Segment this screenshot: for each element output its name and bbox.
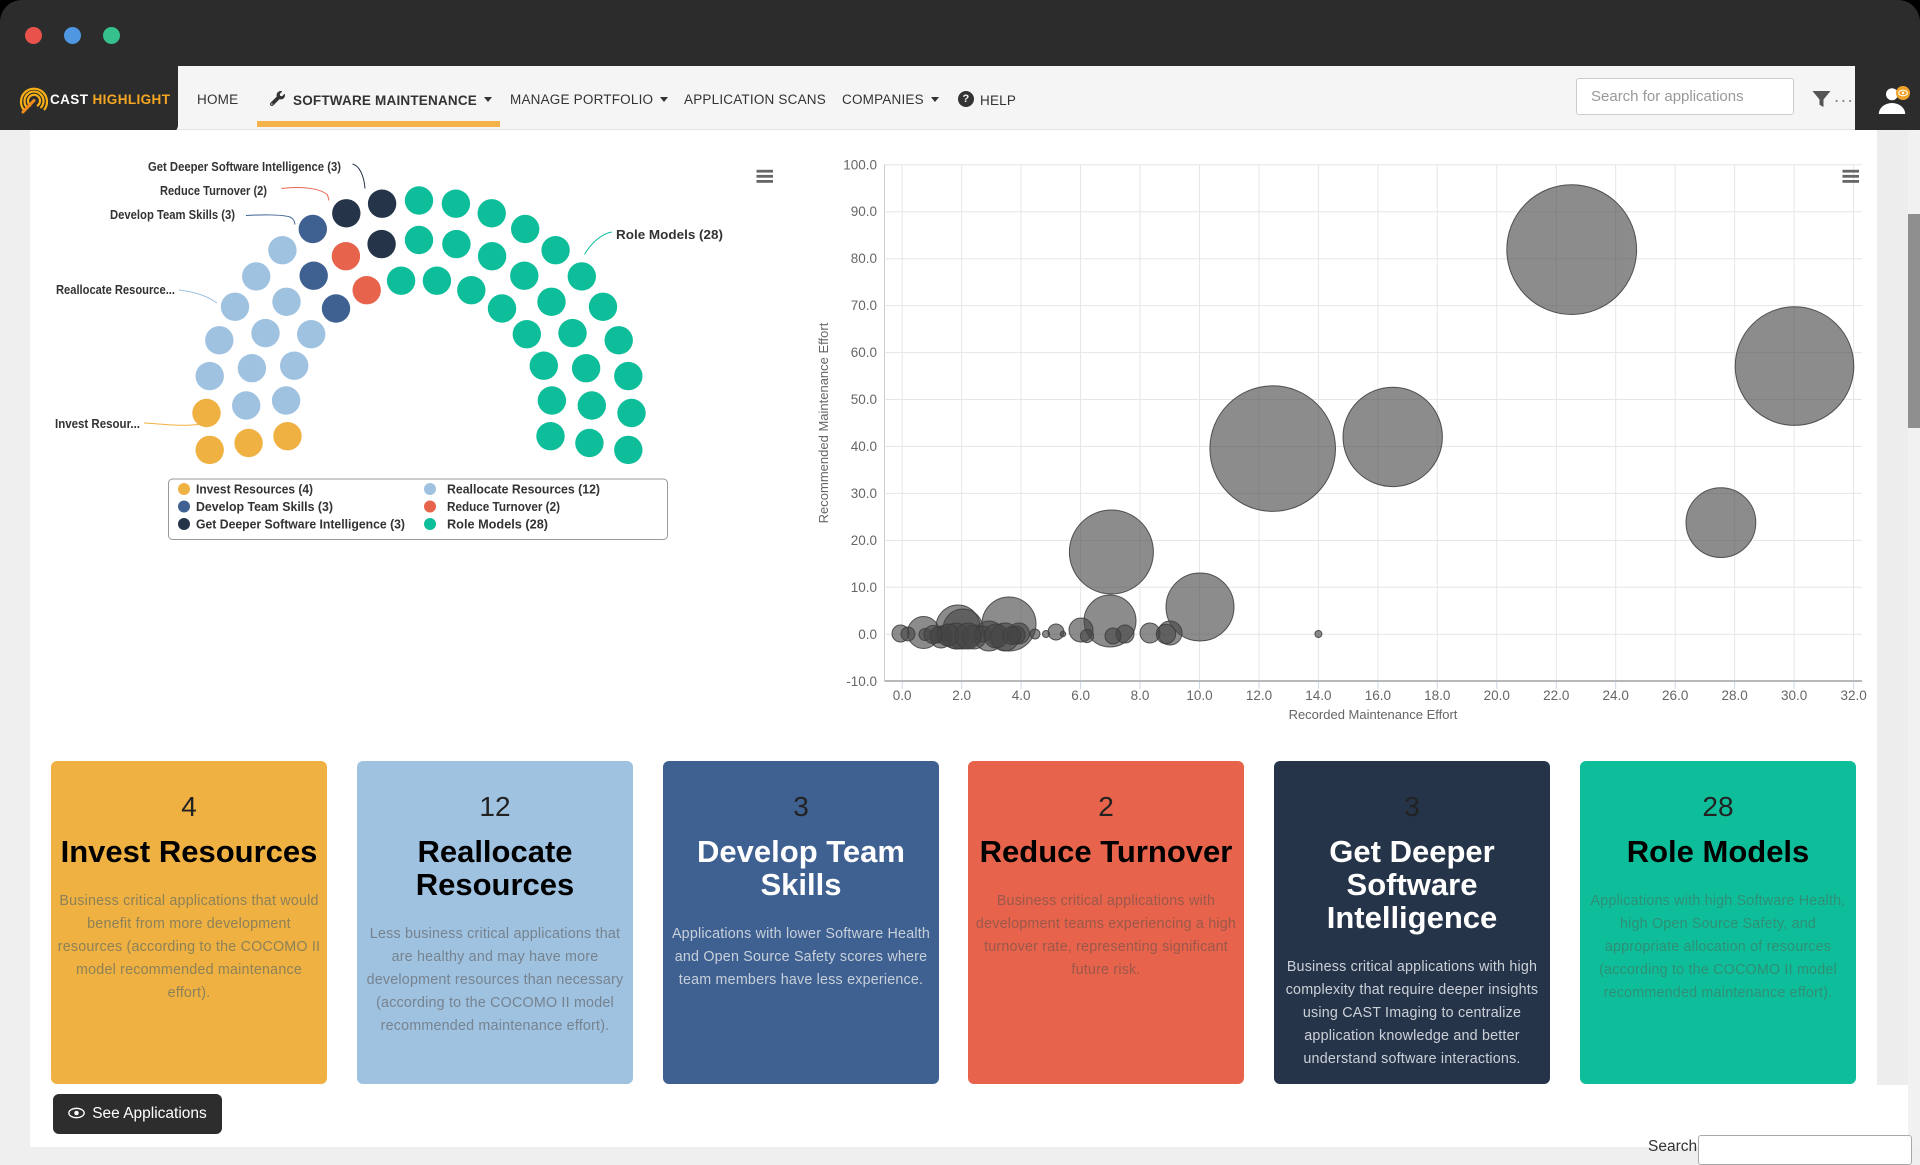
svg-text:12.0: 12.0 [1246, 688, 1272, 703]
svg-text:Reduce Turnover (2): Reduce Turnover (2) [160, 183, 267, 198]
svg-text:30.0: 30.0 [851, 486, 877, 501]
svg-text:60.0: 60.0 [851, 345, 877, 360]
svg-text:Develop Team Skills (3): Develop Team Skills (3) [196, 499, 333, 514]
svg-text:10.0: 10.0 [1186, 688, 1212, 703]
svg-text:8.0: 8.0 [1131, 688, 1150, 703]
svg-text:30.0: 30.0 [1781, 688, 1807, 703]
svg-text:Role Models (28): Role Models (28) [447, 517, 548, 532]
svg-text:4.0: 4.0 [1012, 688, 1031, 703]
svg-text:0.0: 0.0 [893, 688, 912, 703]
svg-text:24.0: 24.0 [1603, 688, 1629, 703]
svg-text:10.0: 10.0 [851, 580, 877, 595]
svg-text:Invest Resour...: Invest Resour... [55, 416, 140, 431]
svg-text:Invest Resources (4): Invest Resources (4) [196, 482, 313, 497]
svg-text:2.0: 2.0 [952, 688, 971, 703]
svg-text:40.0: 40.0 [851, 439, 877, 454]
svg-text:Recorded Maintenance Effort: Recorded Maintenance Effort [1289, 707, 1458, 722]
svg-text:14.0: 14.0 [1305, 688, 1331, 703]
svg-text:Develop Team Skills (3): Develop Team Skills (3) [110, 207, 235, 222]
svg-text:0.0: 0.0 [858, 627, 877, 642]
svg-text:22.0: 22.0 [1543, 688, 1569, 703]
svg-text:Reallocate Resource...: Reallocate Resource... [56, 282, 175, 297]
svg-text:6.0: 6.0 [1071, 688, 1090, 703]
svg-text:32.0: 32.0 [1840, 688, 1866, 703]
svg-text:90.0: 90.0 [851, 204, 877, 219]
svg-text:16.0: 16.0 [1365, 688, 1391, 703]
svg-text:100.0: 100.0 [843, 157, 877, 172]
svg-text:26.0: 26.0 [1662, 688, 1688, 703]
svg-text:Get Deeper Software Intelligen: Get Deeper Software Intelligence (3) [196, 517, 405, 532]
svg-text:Get Deeper Software Intelligen: Get Deeper Software Intelligence (3) [148, 159, 341, 174]
svg-text:20.0: 20.0 [851, 533, 877, 548]
svg-text:18.0: 18.0 [1424, 688, 1450, 703]
svg-text:Recommended Maintenance Effort: Recommended Maintenance Effort [816, 322, 831, 523]
svg-text:Reduce Turnover (2): Reduce Turnover (2) [447, 499, 560, 514]
svg-text:Reallocate Resources (12): Reallocate Resources (12) [447, 482, 600, 497]
svg-text:80.0: 80.0 [851, 251, 877, 266]
svg-text:-10.0: -10.0 [846, 674, 877, 689]
svg-text:20.0: 20.0 [1484, 688, 1510, 703]
svg-text:Role Models (28): Role Models (28) [616, 227, 723, 242]
svg-text:28.0: 28.0 [1721, 688, 1747, 703]
svg-text:70.0: 70.0 [851, 298, 877, 313]
svg-text:50.0: 50.0 [851, 392, 877, 407]
